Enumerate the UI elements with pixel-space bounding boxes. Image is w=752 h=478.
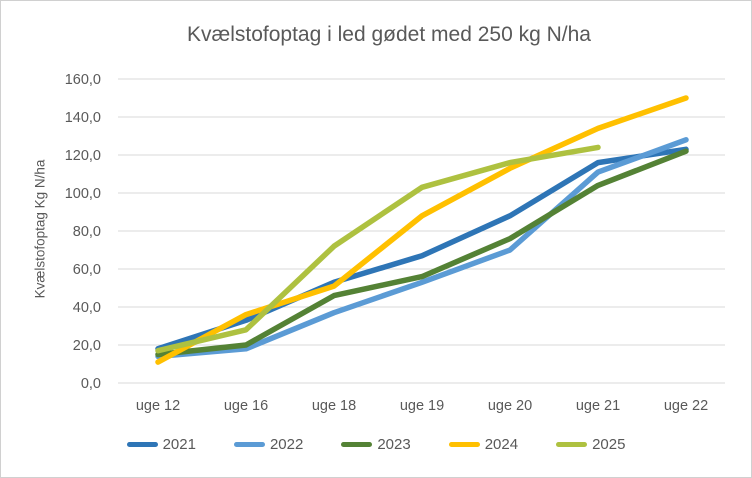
- legend-swatch-2024: [448, 442, 480, 447]
- y-tick-label: 20,0: [73, 338, 101, 354]
- series-line-2021: [155, 146, 689, 352]
- x-tick-label: uge 22: [664, 398, 708, 414]
- y-tick-label: 160,0: [65, 72, 101, 88]
- x-tick-label: uge 20: [488, 398, 532, 414]
- legend-swatch-2021: [126, 442, 158, 447]
- legend: 2021 2022 2023 2024 2025: [1, 436, 751, 453]
- y-tick-label: 80,0: [73, 224, 101, 240]
- legend-label: 2021: [162, 436, 196, 453]
- legend-item-2022: 2022: [233, 436, 304, 453]
- legend-label: 2023: [377, 436, 411, 453]
- y-tick-label: 60,0: [73, 262, 101, 278]
- chart-title: Kvælstofoptag i led gødet med 250 kg N/h…: [187, 23, 591, 46]
- x-tick-label: uge 16: [224, 398, 268, 414]
- y-tick-label: 0,0: [81, 376, 101, 392]
- legend-swatch-2023: [341, 442, 373, 447]
- y-tick-label: 120,0: [65, 148, 101, 164]
- legend-item-2021: 2021: [126, 436, 196, 453]
- x-tick-label: uge 18: [312, 398, 356, 414]
- series-line-2025: [155, 144, 601, 354]
- x-tick-label: uge 12: [136, 398, 180, 414]
- y-tick-label: 100,0: [65, 186, 101, 202]
- x-tick-label: uge 21: [576, 398, 620, 414]
- y-tick-label: 40,0: [73, 300, 101, 316]
- legend-label: 2024: [484, 436, 519, 453]
- series-line-2024: [155, 95, 689, 365]
- series-line-2022: [155, 137, 689, 360]
- legend-item-2025: 2025: [556, 436, 625, 453]
- legend-label: 2025: [592, 436, 626, 453]
- legend-item-2024: 2024: [448, 436, 519, 453]
- x-tick-label: uge 19: [400, 398, 444, 414]
- legend-item-2023: 2023: [341, 436, 411, 453]
- legend-label: 2022: [269, 436, 304, 453]
- y-tick-label: 140,0: [65, 110, 101, 126]
- series-line-2023: [155, 148, 689, 358]
- legend-swatch-2025: [556, 442, 588, 447]
- legend-swatch-2022: [233, 442, 265, 447]
